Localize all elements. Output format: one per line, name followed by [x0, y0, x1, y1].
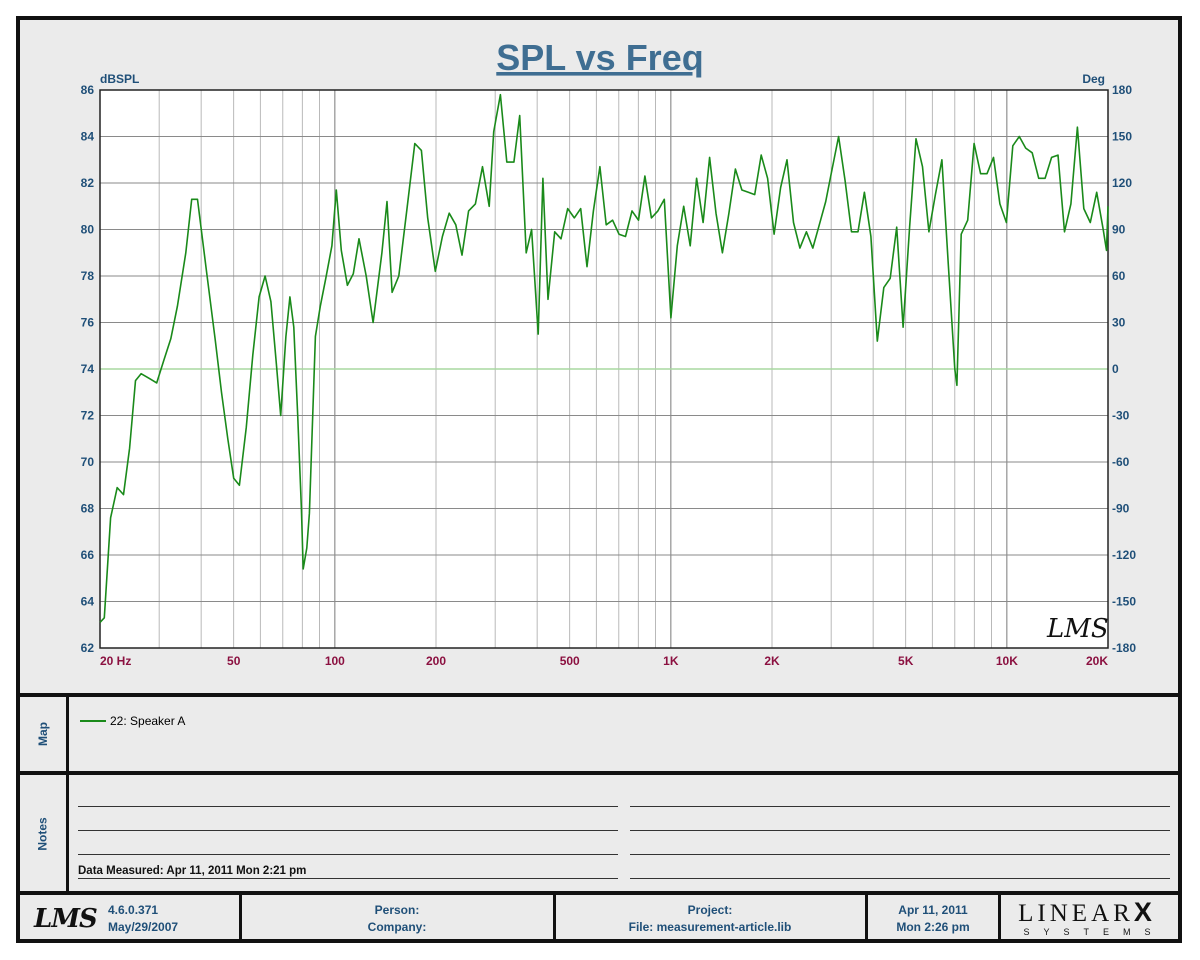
project-field: Project: [687, 903, 733, 917]
notes-label: Notes [36, 816, 50, 851]
note-line [78, 854, 618, 855]
data-measured-text: Data Measured: Apr 11, 2011 Mon 2:21 pm [78, 865, 307, 877]
y-right-tick-label: -90 [1112, 502, 1130, 516]
footer-project: Project: File: measurement-article.lib [556, 895, 864, 943]
report-frame: SPL vs Freq dBSPL Deg 62 64 66 68 70 72 74 76 78… [16, 16, 1182, 943]
y-tick-label: 76 [81, 316, 95, 330]
map-label: Map [36, 722, 50, 746]
y-left-label: dBSPL [100, 72, 139, 86]
y-right-tick-label: 30 [1112, 316, 1126, 330]
note-line [630, 854, 1170, 855]
x-tick-label: 20K [1086, 654, 1108, 668]
y-tick-label: 62 [81, 641, 95, 655]
footer-divider [239, 895, 242, 943]
footer-lms-logo: LMS [34, 903, 98, 934]
x-tick-label: 100 [325, 654, 345, 668]
footer-divider [998, 895, 1001, 943]
note-line [78, 878, 618, 879]
note-line [630, 830, 1170, 831]
y-tick-label: 72 [81, 409, 95, 423]
y-right-tick-label: -120 [1112, 548, 1136, 562]
company-field: Company: [367, 920, 427, 934]
divider-chart-map [20, 693, 1178, 697]
brand-linear: LINEAR [1018, 900, 1134, 927]
x-tick-label: 2K [764, 654, 780, 668]
linearx-logo: LINEARX SYSTEMS [1002, 895, 1172, 943]
x-tick-label: 50 [227, 654, 241, 668]
map-legend-item[interactable]: 22: Speaker A [80, 714, 185, 728]
x-tick-label: 1K [663, 654, 679, 668]
chart-section: SPL vs Freq dBSPL Deg 62 64 66 68 70 72 74 76 78… [20, 20, 1178, 695]
footer-time: Mon 2:26 pm [896, 920, 970, 934]
y-tick-label: 78 [81, 269, 95, 283]
y-right-tick-label: 90 [1112, 223, 1126, 237]
side-label-rule [66, 697, 69, 894]
y-right-tick-label: -30 [1112, 409, 1130, 423]
y-right-label: Deg [1082, 72, 1105, 86]
series-swatch [80, 720, 106, 722]
series-line [99, 93, 1109, 623]
y-right-tick-label: 0 [1112, 362, 1119, 376]
y-right-tick-label: 180 [1112, 83, 1132, 97]
divider-map-notes [20, 771, 1178, 775]
y-tick-label: 68 [81, 502, 95, 516]
y-tick-label: 82 [81, 176, 95, 190]
y-right-tick-label: -180 [1112, 641, 1136, 655]
footer-person: Person: Company: [242, 895, 552, 943]
version-date: May/29/2007 [108, 920, 179, 934]
y-tick-label: 66 [81, 548, 95, 562]
x-tick-label: 5K [898, 654, 914, 668]
footer-divider [553, 895, 556, 943]
y-tick-label: 86 [81, 83, 95, 97]
footer-divider [865, 895, 868, 943]
brand-x: X [1133, 897, 1156, 927]
x-tick-label: 200 [426, 654, 446, 668]
brand-systems: SYSTEMS [1023, 927, 1165, 937]
note-line [78, 806, 618, 807]
legend-label: 22: Speaker A [110, 714, 186, 728]
chart-title: SPL vs Freq [496, 37, 703, 78]
file-field: File: measurement-article.lib [628, 920, 792, 934]
note-line [630, 878, 1170, 879]
x-tick-label: 10K [996, 654, 1018, 668]
spl-chart: SPL vs Freq dBSPL Deg 62 64 66 68 70 72 74 76 78… [81, 37, 1137, 668]
footer-datetime: Apr 11, 2011 Mon 2:26 pm [868, 895, 998, 943]
person-field: Person: [374, 903, 420, 917]
x-tick-label: 20 Hz [100, 654, 131, 668]
note-line [78, 830, 618, 831]
y-tick-label: 80 [81, 223, 95, 237]
version-number: 4.6.0.371 [108, 903, 159, 917]
y-right-tick-label: -60 [1112, 455, 1130, 469]
lms-watermark: LMS [1046, 614, 1109, 644]
y-right-tick-label: -150 [1112, 595, 1136, 609]
divider-notes-footer [20, 891, 1178, 895]
y-right-tick-label: 120 [1112, 176, 1132, 190]
footer-date: Apr 11, 2011 [898, 903, 968, 917]
y-tick-label: 64 [81, 595, 95, 609]
y-tick-label: 70 [81, 455, 95, 469]
footer-version: 4.6.0.371 May/29/2007 [108, 895, 238, 943]
y-right-tick-label: 60 [1112, 269, 1126, 283]
y-tick-label: 74 [81, 362, 95, 376]
y-right-tick-label: 150 [1112, 130, 1132, 144]
x-tick-label: 500 [560, 654, 580, 668]
plot-border [99, 89, 1109, 649]
note-line [630, 806, 1170, 807]
y-tick-label: 84 [81, 130, 95, 144]
